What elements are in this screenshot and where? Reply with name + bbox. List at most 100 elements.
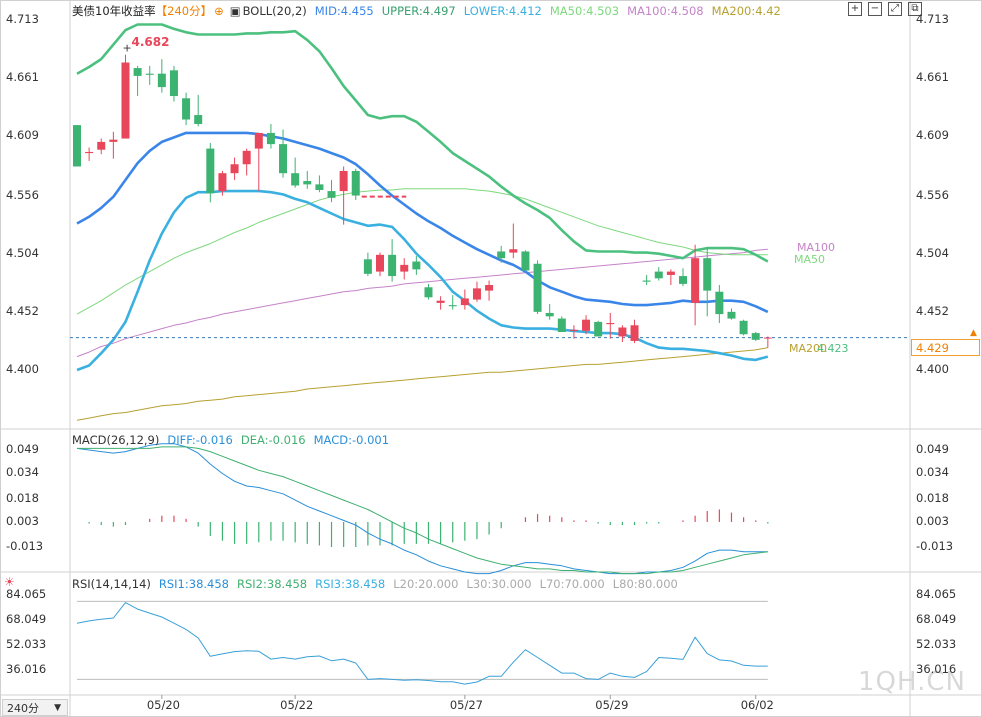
candle-body xyxy=(73,125,81,167)
candle-body xyxy=(315,184,324,190)
macd-dea-value: DEA:-0.016 xyxy=(240,433,306,447)
rsi-tick-right: 36.016 xyxy=(916,662,957,676)
ma50-end-label: MA50 xyxy=(794,252,826,266)
macd-tick-left: 0.034 xyxy=(6,465,39,480)
price-tick-right: 4.609 xyxy=(916,128,949,143)
candle-body xyxy=(606,323,615,325)
candle-body xyxy=(545,312,554,317)
instrument-title: 美债10年收益率 xyxy=(72,4,156,18)
candle-body xyxy=(739,320,748,335)
candle-body xyxy=(145,73,154,75)
high-marker: + xyxy=(122,42,131,55)
boll-lower-line xyxy=(76,189,769,372)
candle-body xyxy=(557,318,566,332)
last-close-label: 4.423 xyxy=(817,341,849,355)
boll-upper-value: UPPER:4.497 xyxy=(381,4,456,18)
rsi-header: RSI(14,14,14) RSI1:38.458 RSI2:38.458 RSI3:… xyxy=(72,577,686,591)
candle-body xyxy=(509,249,518,253)
candle-body xyxy=(376,254,384,272)
price-tick-left: 4.452 xyxy=(6,303,39,318)
candle-body xyxy=(521,251,530,271)
candle-body xyxy=(279,144,288,174)
rsi2-value: RSI2:38.458 xyxy=(237,577,308,591)
rsi-l70: L70:70.000 xyxy=(539,577,605,591)
fullscreen-button[interactable]: ⤢ xyxy=(888,2,902,16)
boll-label[interactable]: BOLL(20,2) xyxy=(242,4,307,18)
candle-body xyxy=(485,285,494,291)
period-dropdown-icon: ▼ xyxy=(54,703,61,713)
rsi-l20: L20:20.000 xyxy=(393,577,459,591)
candle-body xyxy=(97,141,106,150)
candle-body xyxy=(303,181,312,185)
ma50-value: MA50:4.503 xyxy=(549,4,620,18)
candle-body xyxy=(218,173,227,192)
macd-tick-left: 0.018 xyxy=(6,490,39,505)
candle-body xyxy=(109,139,118,142)
boll-lower-value: LOWER:4.412 xyxy=(463,4,542,18)
price-tick-left: 4.556 xyxy=(6,187,39,202)
candle-body xyxy=(230,164,239,174)
candle-body xyxy=(242,150,251,165)
candle-body xyxy=(472,288,481,300)
rsi-tick-left: 36.016 xyxy=(6,662,47,676)
rsi-tick-left: 84.065 xyxy=(6,587,47,601)
macd-tick-right: 0.034 xyxy=(916,465,949,480)
zoom-in-button[interactable]: + xyxy=(848,2,862,16)
price-tick-left: 4.661 xyxy=(6,70,39,85)
candle-body xyxy=(424,287,433,298)
macd-diff-value: DIFF:-0.016 xyxy=(167,433,233,447)
candle-body xyxy=(569,329,578,331)
rsi-sun-icon[interactable]: ☀ xyxy=(4,575,15,589)
candle-body xyxy=(460,298,469,306)
macd-tick-right: 0.018 xyxy=(916,490,949,505)
candle-body xyxy=(182,98,191,120)
last-price-tag: 4.429 xyxy=(911,339,980,356)
period-select-button[interactable]: 240分 ▼ xyxy=(2,699,68,716)
price-tick-right: 4.504 xyxy=(916,245,949,260)
time-axis-label: 05/29 xyxy=(595,698,629,712)
rsi-title[interactable]: RSI(14,14,14) xyxy=(72,577,151,591)
candle-body xyxy=(291,173,300,186)
ma50-line xyxy=(76,188,768,315)
candle-body xyxy=(133,68,142,76)
candle-body xyxy=(436,300,445,303)
ma200-value: MA200:4.42 xyxy=(711,4,781,18)
candle-body xyxy=(703,258,712,291)
rsi-l30: L30:30.000 xyxy=(466,577,532,591)
candle-body xyxy=(448,305,457,307)
settings-icon[interactable]: ⊕ xyxy=(214,4,224,18)
price-tag-arrow-icon: ▲ xyxy=(970,328,977,338)
time-axis-label: 05/22 xyxy=(280,698,314,712)
candle-body xyxy=(594,321,603,337)
boll-upper-line xyxy=(76,23,769,263)
candle-body xyxy=(327,191,336,198)
candle-body xyxy=(169,70,178,97)
price-tick-right: 4.452 xyxy=(916,303,949,318)
price-tick-right: 4.661 xyxy=(916,70,949,85)
candle-body xyxy=(533,263,542,312)
candle-body xyxy=(654,271,663,279)
time-axis-label: 05/27 xyxy=(449,698,483,712)
ma200-end-label: MA200 xyxy=(789,341,828,355)
period-label[interactable]: 【240分】 xyxy=(155,4,213,18)
zoom-out-button[interactable]: − xyxy=(868,2,882,16)
candle-body xyxy=(618,327,627,337)
macd-tick-left: 0.049 xyxy=(6,442,39,456)
boll-icon[interactable]: ▣ xyxy=(229,4,241,18)
macd-title[interactable]: MACD(26,12,9) xyxy=(72,433,160,447)
candle-body xyxy=(254,132,263,149)
ma100-end-label: MA100 xyxy=(797,241,836,255)
candle-body xyxy=(715,291,724,315)
candle-body xyxy=(339,170,348,192)
price-tick-right: 4.400 xyxy=(916,362,949,376)
macd-tick-left: 0.003 xyxy=(6,513,39,528)
candle-body xyxy=(388,254,397,277)
rsi-tick-right: 68.049 xyxy=(916,611,957,626)
high-value-label: 4.682 xyxy=(131,34,170,49)
rsi-tick-left: 52.033 xyxy=(6,636,47,651)
restore-button[interactable]: ⧉ xyxy=(908,2,922,16)
candle-body xyxy=(497,251,506,259)
